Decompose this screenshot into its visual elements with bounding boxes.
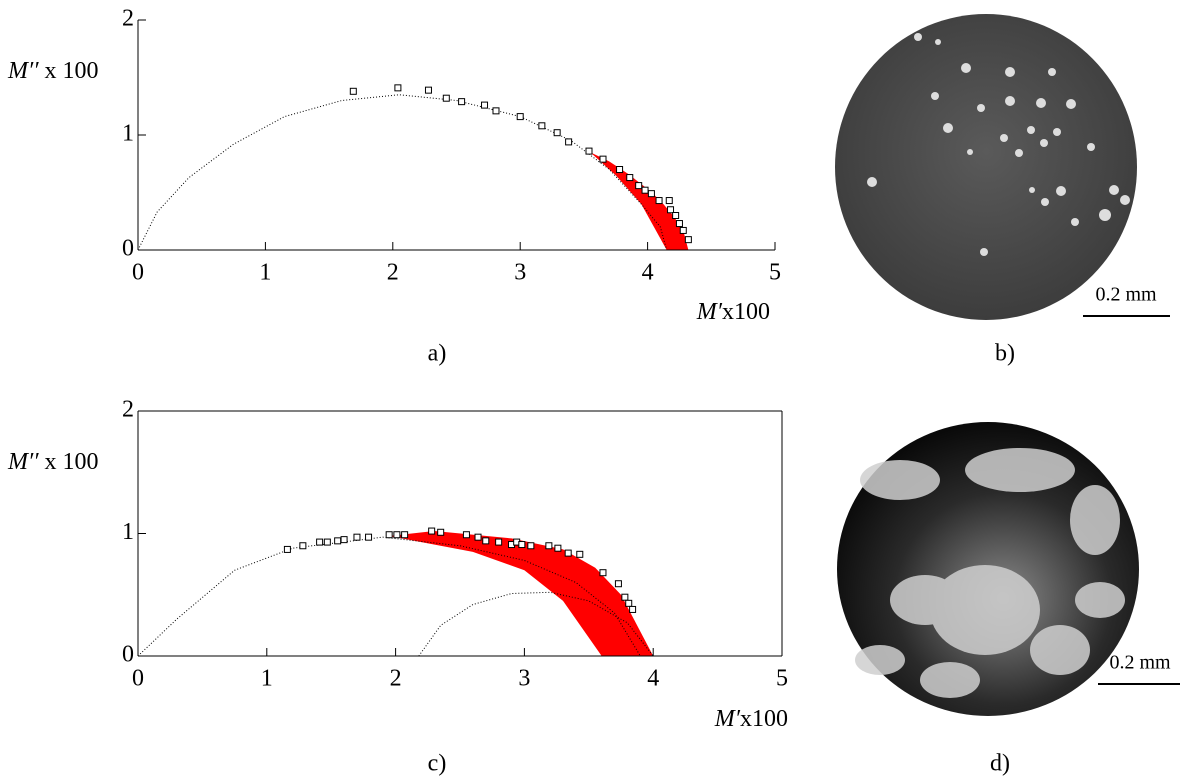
x-tick-label: 5 [769, 260, 781, 286]
data-point [636, 183, 642, 189]
axis-label: M′x100 [714, 706, 788, 732]
data-point [482, 102, 488, 108]
caption: b) [995, 341, 1015, 367]
axis-unit: x 100 [39, 449, 99, 475]
data-point [463, 532, 469, 538]
y-tick-label: 1 [122, 519, 134, 545]
x-tick-label: 3 [514, 260, 526, 286]
data-point [586, 148, 592, 154]
micrograph-b [835, 14, 1137, 320]
data-point [395, 85, 401, 91]
data-point [622, 594, 628, 600]
data-point [528, 543, 534, 549]
data-point [600, 156, 606, 162]
data-point [483, 538, 489, 544]
data-point [680, 227, 686, 233]
data-point [673, 213, 679, 219]
data-point [555, 545, 561, 551]
data-point [366, 534, 372, 540]
x-tick-label: 1 [259, 260, 271, 286]
data-point [685, 237, 691, 243]
x-tick-label: 0 [132, 666, 144, 692]
scale-label: 0.2 mm [1095, 284, 1157, 306]
axis-unit: x100 [740, 706, 788, 732]
data-point [493, 108, 499, 114]
data-point [648, 191, 654, 197]
y-tick-label: 0 [122, 236, 134, 262]
data-point [341, 537, 347, 543]
data-point [386, 532, 392, 538]
data-point [577, 551, 583, 557]
x-tick-label: 4 [642, 260, 654, 286]
data-point [350, 88, 356, 94]
data-point [496, 539, 502, 545]
data-point [627, 175, 633, 181]
scale-label: 0.2 mm [1109, 652, 1171, 674]
data-point [517, 114, 523, 120]
data-point [284, 546, 290, 552]
data-point [600, 570, 606, 576]
data-point [475, 534, 481, 540]
red-region [590, 152, 688, 250]
x-tick-label: 4 [647, 666, 659, 692]
data-point [324, 539, 330, 545]
data-point [354, 534, 360, 540]
axis-label: M′x100 [696, 299, 770, 325]
data-point [656, 198, 662, 204]
y-tick-label: 2 [122, 397, 134, 423]
x-tick-label: 0 [132, 260, 144, 286]
data-point [300, 543, 306, 549]
axis-unit: x 100 [39, 58, 99, 84]
caption: c) [428, 751, 447, 777]
figure: 012012345M′′ x 100M′x100a)012012345M′′ x… [0, 0, 1195, 781]
axis-symbol: M′′ [7, 449, 39, 475]
data-point [617, 167, 623, 173]
data-point [317, 539, 323, 545]
data-point [459, 99, 465, 105]
data-point [626, 600, 632, 606]
data-point [519, 542, 525, 548]
data-point [554, 130, 560, 136]
x-tick-label: 2 [387, 260, 399, 286]
micrograph-d [837, 422, 1139, 716]
red-region [389, 531, 653, 656]
axis-label: M′′ x 100 [7, 58, 99, 84]
x-tick-label: 2 [390, 666, 402, 692]
data-point [394, 532, 400, 538]
axis-symbol: M′′ [7, 58, 39, 84]
data-point [443, 95, 449, 101]
axis-unit: x100 [722, 299, 770, 325]
data-point [615, 581, 621, 587]
data-point [630, 606, 636, 612]
data-point [429, 528, 435, 534]
axis-symbol: M′ [696, 299, 723, 325]
data-point [565, 550, 571, 556]
data-point [546, 543, 552, 549]
axis-label: M′′ x 100 [7, 449, 99, 475]
data-point [668, 207, 674, 213]
data-point [438, 529, 444, 535]
y-tick-label: 2 [122, 6, 134, 32]
data-point [642, 187, 648, 193]
caption: d) [990, 751, 1010, 777]
data-point [666, 198, 672, 204]
fit-curve [138, 95, 667, 250]
axis-symbol: M′ [714, 706, 741, 732]
data-point [335, 538, 341, 544]
data-point [676, 221, 682, 227]
x-tick-label: 1 [261, 666, 273, 692]
data-point [425, 87, 431, 93]
data-point [566, 139, 572, 145]
y-tick-label: 1 [122, 121, 134, 147]
x-tick-label: 3 [518, 666, 530, 692]
x-tick-label: 5 [776, 666, 788, 692]
caption: a) [428, 341, 447, 367]
data-point [539, 123, 545, 129]
y-tick-label: 0 [122, 642, 134, 668]
data-point [402, 532, 408, 538]
